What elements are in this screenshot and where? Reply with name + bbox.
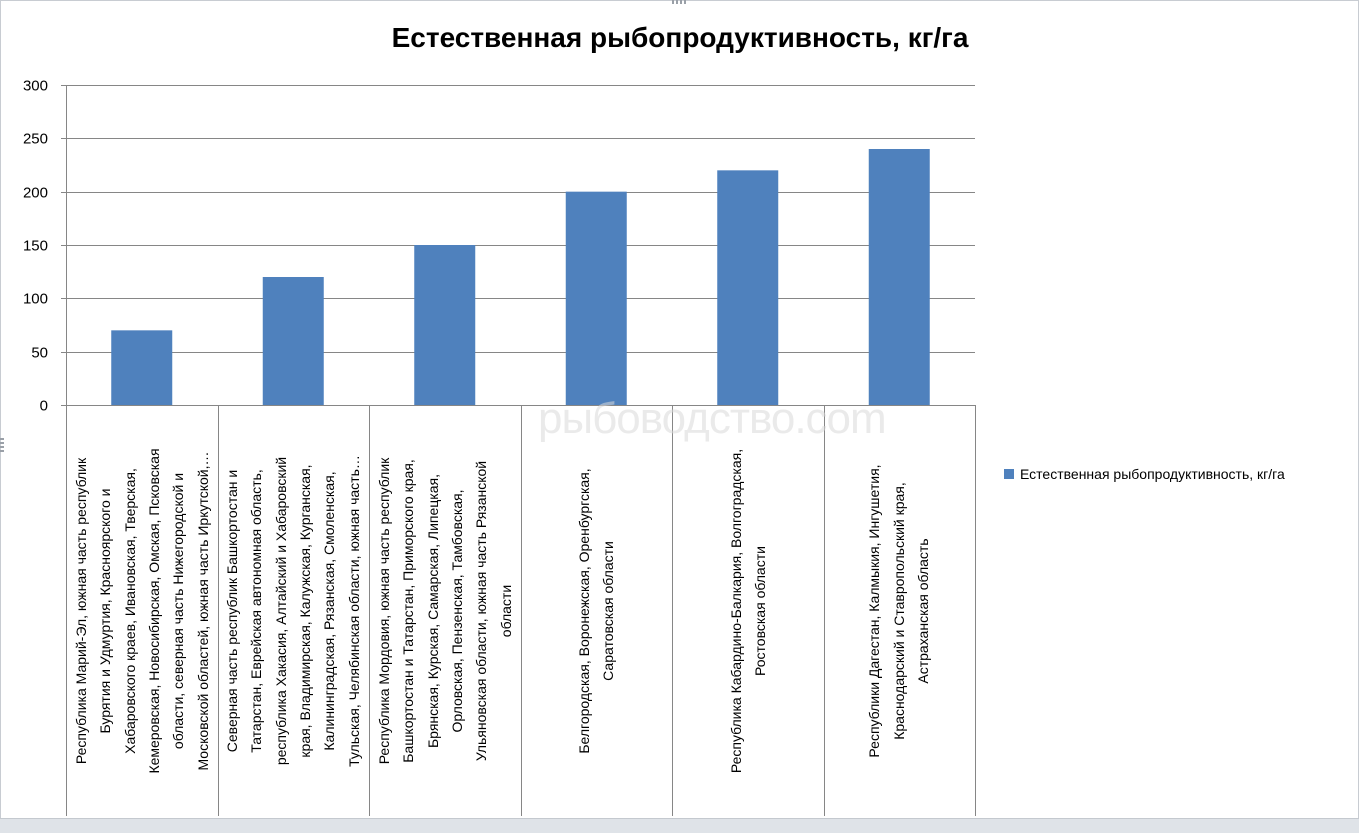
x-tick-label-line: Краснодарский и Ставропольский края, — [891, 481, 908, 740]
x-tick-label-line: Ульяновская области, южная часть Рязанск… — [473, 460, 490, 761]
bar-1 — [111, 330, 173, 405]
x-tick-label-line: Татарстан, Еврейская автономная область, — [248, 468, 265, 753]
x-tick-label-line: Астраханская область — [915, 537, 932, 684]
x-tick-label-line: Кемеровская, Новосибирская, Омская, Пско… — [145, 447, 162, 774]
x-tick-label-line: области, северная часть Нижегородской и — [170, 472, 187, 749]
x-tick-label-line: Северная часть республик Башкортостан и — [224, 469, 241, 752]
bar-5 — [717, 170, 779, 405]
resize-grip-top[interactable] — [672, 0, 688, 4]
x-tick-label-6: Республики Дагестан, Калмыкия, Ингушетия… — [826, 408, 972, 814]
x-tick-label-line: Башкортостан и Татарстан, Приморского кр… — [399, 458, 416, 763]
x-tick-label-4: Белгородская, Воронежская, Оренбургская,… — [523, 408, 669, 814]
x-tick-label-3: Республика Мордовия, южная часть республ… — [372, 408, 518, 814]
horizontal-scrollbar[interactable] — [0, 818, 1359, 833]
y-tick-label: 200 — [23, 185, 48, 202]
x-tick-label-line: Хабаровского краев, Ивановская, Тверская… — [121, 467, 138, 754]
resize-grip-left[interactable] — [0, 436, 4, 452]
y-tick-label: 0 — [40, 398, 48, 415]
x-tick-label-line: Саратовская области — [600, 540, 617, 681]
bar-6 — [868, 149, 930, 405]
x-tick-label-line: Республика Мордовия, южная часть республ… — [375, 457, 392, 764]
x-tick-label-2: Северная часть республик Башкортостан и Т… — [220, 408, 366, 814]
y-tick-label: 300 — [23, 78, 48, 95]
x-tick-label-line: Московской областей, южная часть Иркутск… — [194, 450, 211, 771]
x-tick-label-line: области — [497, 584, 514, 637]
x-tick-label-line: Бурятия и Удмуртия, Красноярского и — [96, 488, 113, 734]
y-tick-label: 150 — [23, 238, 48, 255]
x-tick-label-line: Тульская, Челябинская области, южная час… — [346, 454, 363, 767]
x-tick-label-line: Республика Марий-Эл, южная часть республ… — [72, 457, 89, 764]
x-tick-label-line: Белгородская, Воронежская, Оренбургская, — [575, 467, 592, 754]
x-tick-label-1: Республика Марий-Эл, южная часть республ… — [69, 408, 215, 814]
bar-2 — [262, 277, 324, 405]
x-tick-label-line: края, Владимирская, Калужская, Курганска… — [297, 463, 314, 758]
x-tick-label-line: Брянская, Курская, Самарская, Липецкая, — [424, 473, 441, 748]
y-tick-label: 250 — [23, 131, 48, 148]
legend: Естественная рыбопродуктивность, кг/га — [1004, 466, 1285, 482]
x-tick-label-line: Республики Дагестан, Калмыкия, Ингушетия… — [866, 463, 883, 758]
watermark: рыбоводство.com — [538, 394, 887, 443]
x-tick-label-line: Орловская, Пензенская, Тамбовская, — [448, 488, 465, 733]
x-tick-label-line: Республика Кабардино-Балкария, Волгоград… — [727, 448, 744, 773]
y-tick-label: 100 — [23, 291, 48, 308]
x-tick-label-5: Республика Кабардино-Балкария, Волгоград… — [675, 408, 821, 814]
legend-label: Естественная рыбопродуктивность, кг/га — [1020, 466, 1285, 482]
bar-3 — [414, 245, 476, 405]
x-tick-label-line: республика Хакасия, Алтайский и Хабаровс… — [272, 456, 289, 765]
legend-swatch — [1004, 469, 1014, 479]
x-tick-label-line: Ростовская области — [751, 545, 768, 676]
y-tick-label: 50 — [31, 345, 48, 362]
x-tick-label-line: Калининградская, Рязанская, Смоленская, — [321, 470, 338, 751]
bar-4 — [565, 191, 627, 405]
chart-title: Естественная рыбопродуктивность, кг/га — [391, 22, 969, 53]
